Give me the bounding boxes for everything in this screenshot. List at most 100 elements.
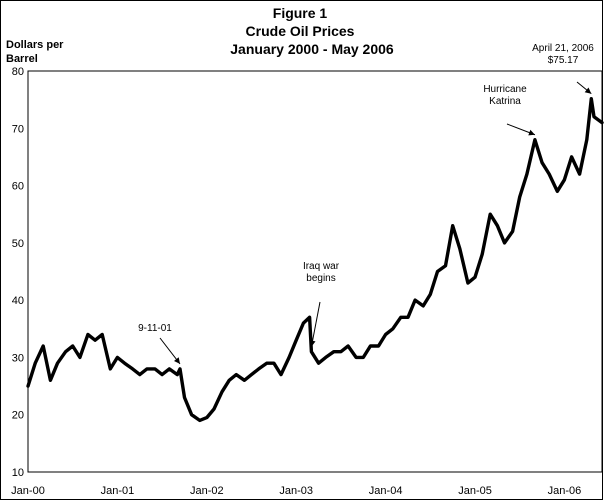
data-point <box>257 367 260 371</box>
data-point <box>178 367 182 371</box>
data-point <box>556 190 559 193</box>
data-point <box>466 281 470 285</box>
data-point <box>332 350 335 353</box>
data-point <box>183 396 186 399</box>
annotation-arrowhead <box>584 87 592 94</box>
data-point <box>592 115 596 119</box>
data-point <box>86 333 90 336</box>
annotation-label: Katrina <box>489 96 521 107</box>
data-point <box>205 416 209 419</box>
data-point <box>153 367 157 371</box>
data-point <box>41 344 45 348</box>
data-point <box>391 327 394 330</box>
data-point <box>458 247 462 250</box>
data-point <box>302 321 305 325</box>
data-point <box>317 361 320 365</box>
data-point <box>131 367 134 371</box>
data-point <box>444 264 447 267</box>
data-point <box>198 419 201 422</box>
x-tick-label: Jan-01 <box>101 485 135 497</box>
annotation-arrowhead <box>309 340 316 347</box>
y-tick-labels: 80 70 60 50 40 30 20 10 <box>12 66 24 479</box>
y-tick-label: 30 <box>12 352 24 364</box>
data-point <box>540 161 544 164</box>
data-point <box>518 195 521 199</box>
data-point <box>362 356 365 359</box>
data-point <box>346 344 350 348</box>
data-point <box>190 413 193 416</box>
annotation-label: Hurricane <box>483 84 527 95</box>
data-point <box>168 367 171 371</box>
chart-subtitle: Crude Oil Prices <box>246 23 355 39</box>
y-tick-label: 50 <box>12 238 24 250</box>
data-point <box>287 356 291 359</box>
data-point <box>33 361 37 365</box>
annotation-label: April 21, 2006 <box>532 43 594 54</box>
data-point <box>354 356 358 359</box>
annotation-label: $75.17 <box>548 55 579 66</box>
data-point <box>489 213 492 216</box>
x-tick-label: Jan-03 <box>279 485 313 497</box>
data-point <box>160 373 164 376</box>
data-point <box>377 344 380 348</box>
data-point <box>548 172 551 176</box>
data-point <box>56 361 59 365</box>
data-point <box>451 224 454 227</box>
annotation-arrowhead <box>528 129 535 136</box>
data-point <box>145 367 149 371</box>
data-point <box>26 384 30 388</box>
annotation-arrow <box>310 301 321 347</box>
data-point <box>473 276 477 279</box>
data-point <box>243 379 246 382</box>
data-point <box>525 172 529 176</box>
data-point <box>503 241 506 245</box>
data-point <box>123 361 126 365</box>
data-point <box>279 373 283 376</box>
data-point <box>413 298 417 302</box>
data-point <box>176 373 179 376</box>
data-point <box>496 224 499 227</box>
data-point <box>590 97 593 100</box>
y-axis-label-line2: Barrel <box>6 53 38 65</box>
data-point <box>480 253 484 256</box>
series-layer <box>26 97 604 423</box>
data-point <box>339 350 343 353</box>
data-point <box>511 230 514 233</box>
annotation-label: Iraq war <box>303 261 340 272</box>
data-point <box>116 356 119 359</box>
data-point <box>436 270 439 273</box>
data-point <box>220 390 224 393</box>
y-tick-label: 80 <box>12 66 24 78</box>
data-point <box>295 339 298 342</box>
data-point <box>399 316 403 319</box>
data-point <box>324 356 327 359</box>
data-point <box>93 339 97 342</box>
annotation-arrowhead <box>174 357 180 364</box>
data-point <box>71 344 74 348</box>
data-point <box>578 172 581 176</box>
x-tick-labels: Jan-00 Jan-01 Jan-02 Jan-03 Jan-04 Jan-05 Jan-… <box>11 485 581 497</box>
data-point <box>64 350 67 353</box>
data-point <box>138 373 141 376</box>
annotation-label: 9-11-01 <box>138 323 172 334</box>
data-point <box>600 121 604 124</box>
x-tick-label: Jan-06 <box>548 485 582 497</box>
y-tick-label: 40 <box>12 295 24 307</box>
data-point <box>563 178 566 182</box>
x-tick-label: Jan-00 <box>11 485 45 497</box>
x-tick-label: Jan-04 <box>369 485 403 497</box>
data-point <box>308 316 311 319</box>
data-point <box>272 361 276 365</box>
data-point <box>265 361 268 365</box>
plot-area <box>27 70 603 473</box>
y-axis-label-line1: Dollars per <box>6 39 64 51</box>
y-tick-label: 20 <box>12 410 24 422</box>
data-point <box>78 356 82 359</box>
data-point <box>212 407 216 411</box>
data-point <box>227 379 231 382</box>
data-point <box>49 379 52 382</box>
data-point <box>570 155 573 159</box>
data-point <box>369 344 372 348</box>
